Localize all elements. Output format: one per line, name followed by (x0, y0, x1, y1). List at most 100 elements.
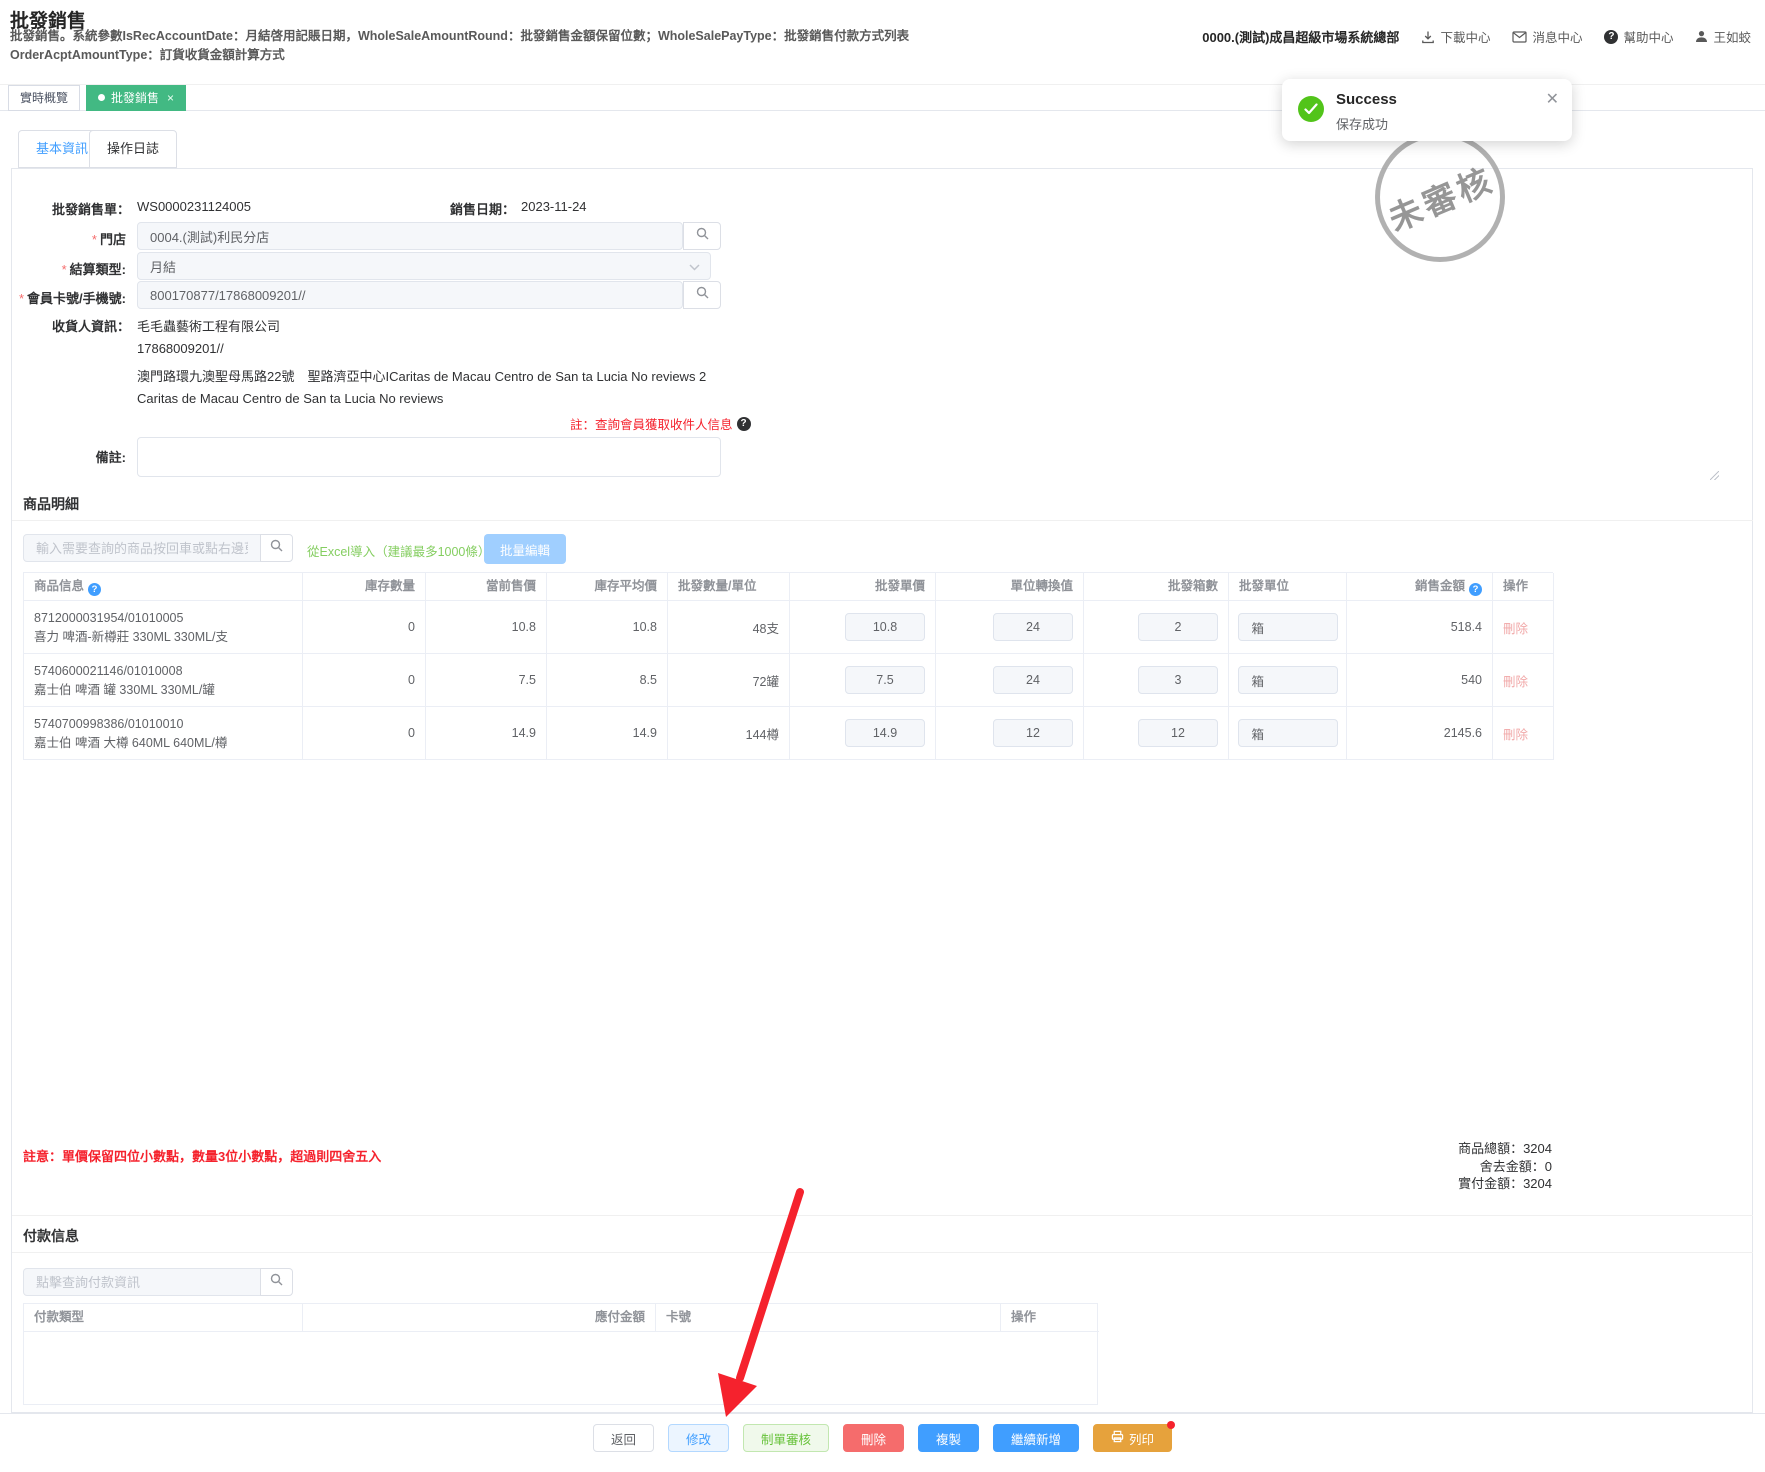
tab-wholesale-sales[interactable]: 批發銷售 × (86, 84, 187, 111)
settle-type-select[interactable]: 月結 (137, 252, 711, 280)
message-center-link[interactable]: 消息中心 (1512, 27, 1582, 46)
unit-cell (1229, 654, 1347, 707)
conversion-cell (936, 707, 1084, 760)
product-name: 嘉士伯 啤酒 罐 330ML 330ML/罐 (34, 682, 215, 697)
payable-line: 實付金額：3204 (1458, 1176, 1552, 1191)
product-search-input[interactable] (23, 534, 261, 562)
user-menu[interactable]: 王如蛟 (1695, 27, 1751, 46)
payment-search-button[interactable] (260, 1268, 293, 1296)
help-circle-icon: ? (1604, 29, 1619, 44)
question-circle-icon[interactable]: ? (1469, 583, 1482, 596)
modify-button[interactable]: 修改 (667, 1424, 729, 1452)
delete-row-link[interactable]: 刪除 (1503, 674, 1529, 689)
qty-unit-cell: 144樽 (668, 707, 790, 760)
delete-row-link[interactable]: 刪除 (1503, 621, 1529, 636)
check-circle-icon (1298, 96, 1324, 122)
settle-type-label: * 結算類型: (61, 262, 126, 277)
download-center-link[interactable]: 下載中心 (1421, 27, 1490, 46)
store-input[interactable] (137, 222, 683, 250)
payment-search-input[interactable] (23, 1268, 261, 1296)
search-icon (270, 1273, 283, 1291)
unit-input[interactable] (1237, 613, 1338, 641)
qty-unit-cell: 48支 (668, 601, 790, 654)
message-center-label: 消息中心 (1532, 31, 1583, 45)
continue-add-button[interactable]: 繼續新增 (993, 1424, 1080, 1452)
page-title: 批發銷售 (10, 11, 87, 32)
wholesale-price-input[interactable] (845, 719, 925, 747)
divider (12, 1252, 1753, 1253)
current-price-cell: 7.5 (426, 654, 547, 707)
close-icon[interactable]: ✕ (1545, 91, 1559, 108)
boxes-input[interactable] (1138, 666, 1218, 694)
product-cell: 8712000031954/01010005 喜力 啤酒-新樽莊 330ML 3… (24, 601, 303, 654)
col-header-payment-type: 付款類型 (24, 1304, 303, 1332)
payment-section-title: 付款信息 (23, 1228, 79, 1244)
success-toast: Success 保存成功 ✕ (1282, 79, 1572, 141)
order-no-value: WS0000231124005 (137, 199, 251, 214)
stock-cell: 0 (303, 707, 426, 760)
remark-textarea[interactable] (137, 437, 721, 477)
help-center-link[interactable]: ? 幫助中心 (1604, 27, 1673, 46)
conversion-input[interactable] (993, 613, 1073, 641)
question-circle-icon[interactable]: ? (88, 583, 102, 596)
col-header-conversion: 單位轉換值 (936, 573, 1084, 601)
member-search-button[interactable] (683, 281, 721, 309)
tab-label: 批發銷售 (111, 90, 160, 105)
col-header-boxes: 批發箱數 (1084, 573, 1229, 601)
boxes-cell (1084, 601, 1229, 654)
batch-edit-button[interactable]: 批量編輯 (484, 534, 567, 564)
rounding-warning: 註意：單價保留四位小數點，數量3位小數點，超過則四舍五入 (23, 1149, 382, 1164)
required-star: * (18, 291, 25, 306)
stamp-text: 未審核 (1382, 160, 1500, 239)
required-star: * (61, 262, 67, 277)
page-description: 批發銷售。系統參數IsRecAccountDate：月結啓用記賬日期，Whole… (10, 29, 910, 62)
member-card-input[interactable] (137, 281, 683, 309)
payment-table-empty-body (23, 1332, 1098, 1405)
copy-button[interactable]: 複製 (918, 1424, 980, 1452)
conversion-cell (936, 654, 1084, 707)
receiver-phone: 17868009201// (137, 341, 224, 356)
col-header-current-price: 當前售價 (426, 573, 547, 601)
col-header-action: 操作 (1001, 1304, 1099, 1332)
wholesale-price-input[interactable] (845, 666, 925, 694)
conversion-input[interactable] (993, 666, 1073, 694)
product-section-title: 商品明細 (23, 496, 79, 512)
product-search-button[interactable] (260, 534, 293, 562)
boxes-cell (1084, 707, 1229, 760)
wholesale-price-input[interactable] (845, 613, 925, 641)
col-header-product-info: 商品信息? (24, 573, 303, 601)
boxes-input[interactable] (1138, 613, 1218, 641)
chevron-down-icon (689, 259, 700, 274)
question-circle-icon[interactable]: ? (736, 416, 751, 431)
close-icon[interactable]: × (167, 90, 175, 105)
col-header-action: 操作 (1493, 573, 1554, 601)
col-header-amount: 銷售金額? (1347, 573, 1493, 601)
excel-import-link[interactable]: 從Excel導入（建議最多1000條） (307, 545, 491, 559)
boxes-input[interactable] (1138, 719, 1218, 747)
boxes-cell (1084, 654, 1229, 707)
audit-button[interactable]: 制單審核 (742, 1424, 829, 1452)
order-no-label: 批發銷售單： (51, 202, 130, 217)
store-search-button[interactable] (683, 222, 721, 250)
action-cell: 刪除 (1493, 654, 1554, 707)
sale-date-value: 2023-11-24 (521, 199, 587, 214)
search-icon (270, 539, 283, 557)
current-price-cell: 14.9 (426, 707, 547, 760)
unit-input[interactable] (1237, 666, 1338, 694)
back-button[interactable]: 返回 (592, 1424, 654, 1452)
qty-unit-cell: 72罐 (668, 654, 790, 707)
unit-input[interactable] (1237, 719, 1338, 747)
delete-row-link[interactable]: 刪除 (1503, 727, 1529, 742)
print-button[interactable]: 列印 (1093, 1421, 1176, 1452)
tab-realtime-overview[interactable]: 實時概覽 (8, 84, 81, 111)
resize-handle[interactable] (1710, 471, 1719, 480)
col-header-payable: 應付金額 (303, 1304, 656, 1332)
receiver-address: 澳門路環九澳聖母馬路22號 聖路濟亞中心ICaritas de Macau Ce… (137, 369, 707, 384)
tab-operation-log[interactable]: 操作日誌 (89, 130, 178, 168)
footer-button-bar: 返回 修改 制單審核 刪除 複製 繼續新增 列印 (0, 1421, 1765, 1452)
search-icon (696, 286, 709, 304)
delete-button[interactable]: 刪除 (842, 1424, 904, 1452)
store-label: * 門店 (91, 232, 126, 247)
unit-cell (1229, 601, 1347, 654)
conversion-input[interactable] (993, 719, 1073, 747)
